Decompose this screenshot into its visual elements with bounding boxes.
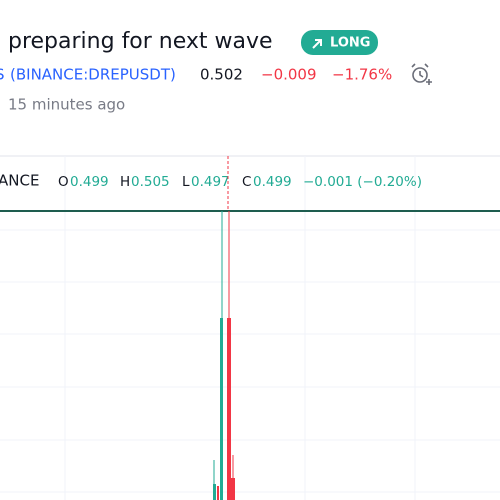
grid: [0, 156, 500, 500]
price-change-percent: −1.76%: [332, 66, 392, 84]
publish-time: 15 minutes ago: [8, 96, 125, 114]
legend-high-label: H: [120, 174, 130, 190]
long-badge[interactable]: [301, 30, 378, 55]
legend-low: 0.497: [191, 174, 230, 190]
legend-close: 0.499: [253, 174, 292, 190]
legend-high: 0.505: [131, 174, 170, 190]
idea-title[interactable]: preparing for next wave: [8, 29, 273, 54]
legend-exchange: ANCE: [0, 172, 39, 190]
symbol-prefix[interactable]: S: [0, 66, 5, 84]
alert-icon[interactable]: [411, 63, 432, 85]
legend-open: 0.499: [70, 174, 109, 190]
legend-close-label: C: [242, 174, 251, 190]
price-change: −0.009: [261, 66, 317, 84]
legend-open-label: O: [58, 174, 69, 190]
price: 0.502: [200, 66, 243, 84]
candles: [213, 211, 235, 500]
legend-low-label: L: [182, 174, 190, 190]
badge-text: LONG: [330, 36, 370, 51]
badge-arrow: [312, 39, 322, 49]
symbol-ticker[interactable]: (BINANCE:DREPUSDT): [10, 66, 176, 84]
legend-change: −0.001 (−0.20%): [303, 174, 422, 190]
